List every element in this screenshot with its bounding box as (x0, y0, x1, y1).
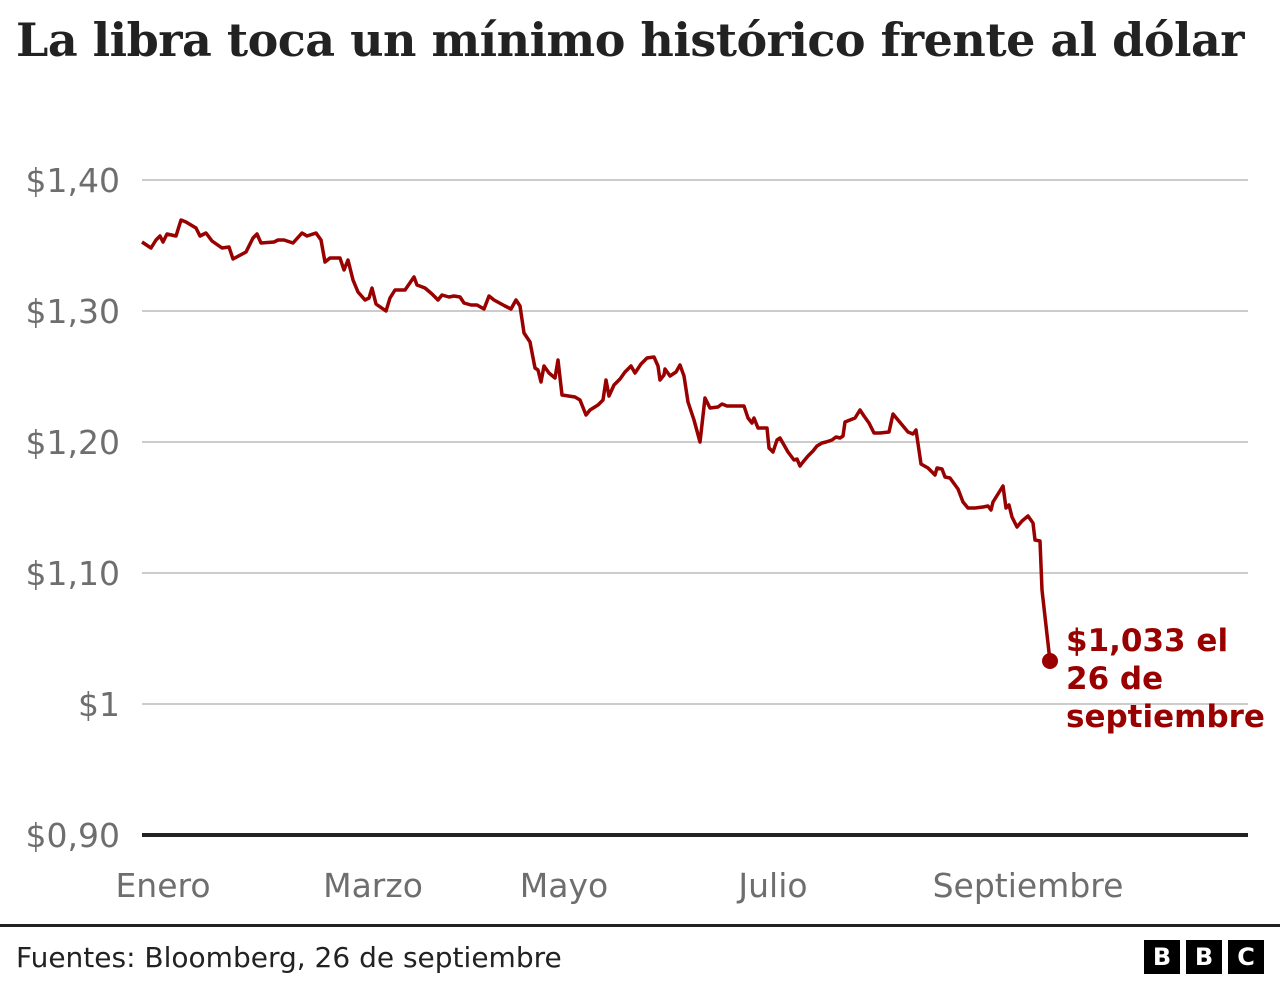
annotation-line: $1,033 el (1066, 623, 1229, 659)
gridlines (142, 179, 1248, 705)
y-tick-label: $1 (78, 685, 120, 724)
x-tick-label: Septiembre (932, 866, 1124, 905)
x-tick-label: Mayo (519, 866, 609, 905)
logo-letter: B (1186, 940, 1222, 974)
logo-letter: C (1228, 940, 1264, 974)
x-tick-label: Marzo (323, 866, 423, 905)
latest-value-marker (1042, 653, 1058, 669)
latest-value-annotation: $1,033 el 26 de septiembre (1066, 622, 1265, 736)
logo-letter: B (1144, 940, 1180, 974)
annotation-line: 26 de (1066, 661, 1164, 697)
gbp-usd-line (141, 218, 1052, 662)
y-tick-label: $0,90 (25, 816, 120, 855)
y-tick-label: $1,10 (25, 554, 120, 593)
chart-title: La libra toca un mínimo histórico frente… (16, 13, 1245, 67)
source-note: Fuentes: Bloomberg, 26 de septiembre (16, 941, 562, 974)
x-tick-label: Julio (738, 866, 808, 905)
annotation-line: septiembre (1066, 699, 1265, 735)
x-tick-label: Enero (115, 866, 211, 905)
y-tick-label: $1,30 (25, 292, 120, 331)
y-tick-label: $1,20 (25, 423, 120, 462)
y-tick-label: $1,40 (25, 161, 120, 200)
bbc-logo: B B C (1144, 940, 1264, 974)
footer-divider (0, 924, 1280, 927)
